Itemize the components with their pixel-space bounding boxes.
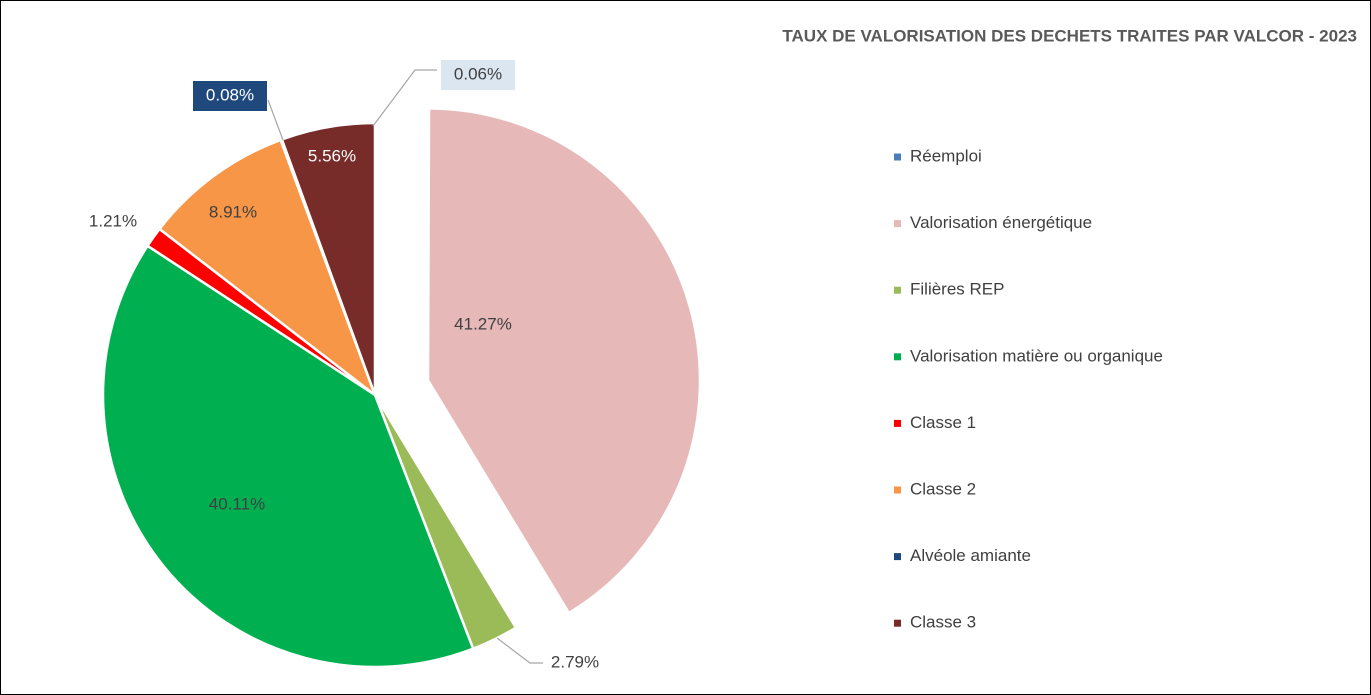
leader-line [267, 99, 284, 141]
data-label: 2.79% [551, 652, 599, 671]
chart-title: TAUX DE VALORISATION DES DECHETS TRAITES… [782, 26, 1357, 45]
pie-slice [157, 138, 378, 399]
pie-slice [426, 107, 702, 615]
legend-marker [894, 619, 901, 627]
leader-line [496, 637, 543, 664]
legend-label: Classe 2 [910, 479, 976, 498]
legend-label: Valorisation énergétique [910, 213, 1092, 232]
legend-marker [894, 353, 901, 361]
pie-slice [101, 244, 475, 669]
data-label: 0.08% [206, 85, 254, 104]
legend-marker [894, 419, 901, 427]
label-box [193, 81, 267, 111]
data-label: 1.21% [89, 211, 137, 230]
data-label: 41.27% [454, 314, 512, 333]
legend-marker [894, 486, 901, 494]
legend-label: Valorisation matière ou organique [910, 346, 1163, 365]
legend-label: Classe 3 [910, 613, 976, 632]
label-box [441, 60, 515, 90]
legend-marker [894, 286, 901, 294]
data-label: 40.11% [209, 494, 265, 513]
data-label: 8.91% [209, 202, 257, 221]
data-label: 5.56% [308, 146, 356, 165]
legend-label: Réemploi [910, 146, 982, 165]
data-label: 0.06% [454, 64, 502, 83]
leader-line [372, 69, 437, 127]
legend-marker [894, 553, 901, 561]
legend-label: Classe 1 [910, 413, 976, 432]
legend-marker [894, 220, 901, 228]
legend-marker [894, 153, 901, 161]
legend-label: Alvéole amiante [910, 546, 1031, 565]
legend-label: Filières REP [910, 280, 1004, 299]
